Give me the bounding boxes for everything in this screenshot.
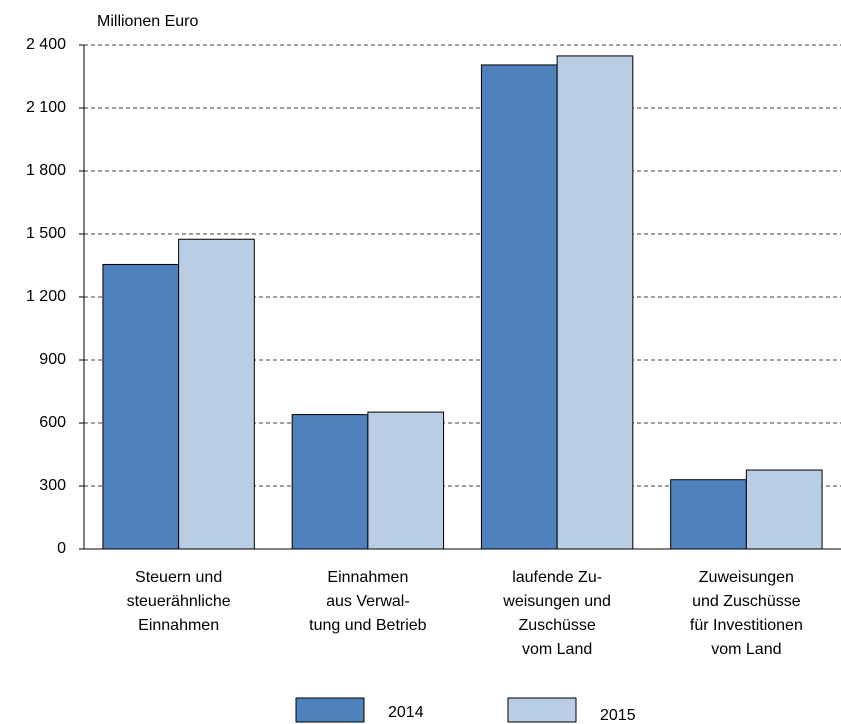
- y-tick-label: 900: [39, 351, 66, 368]
- y-tick-label: 1 800: [26, 162, 66, 179]
- bar: [670, 479, 747, 550]
- bar: [367, 411, 445, 550]
- legend-label: 2015: [600, 707, 636, 724]
- legend-swatch: [295, 697, 365, 723]
- bar: [178, 238, 255, 550]
- y-tick-label: 2 400: [26, 36, 66, 53]
- bar: [102, 263, 180, 550]
- bar: [745, 469, 823, 550]
- y-tick-label: 600: [39, 414, 66, 431]
- y-tick-label: 0: [57, 540, 66, 557]
- y-axis-label: Millionen Euro: [97, 13, 198, 30]
- y-tick-label: 2 100: [26, 99, 66, 116]
- y-tick-label: 300: [39, 477, 66, 494]
- y-tick-label: 1 200: [26, 288, 66, 305]
- x-tick-label: laufende Zu- weisungen und Zuschüsse vom…: [503, 569, 611, 658]
- legend-swatch: [507, 697, 577, 723]
- legend-label: 2014: [388, 704, 424, 721]
- bar: [291, 414, 369, 550]
- bar: [556, 55, 634, 550]
- x-tick-label: Einnahmen aus Verwal- tung und Betrieb: [309, 569, 427, 634]
- x-tick-label: Steuern und steuerähnliche Einnahmen: [126, 569, 231, 634]
- y-tick-label: 1 500: [26, 225, 66, 242]
- x-tick-label: Zuweisungen und Zuschüsse für Investitio…: [689, 569, 803, 658]
- bar: [480, 64, 558, 550]
